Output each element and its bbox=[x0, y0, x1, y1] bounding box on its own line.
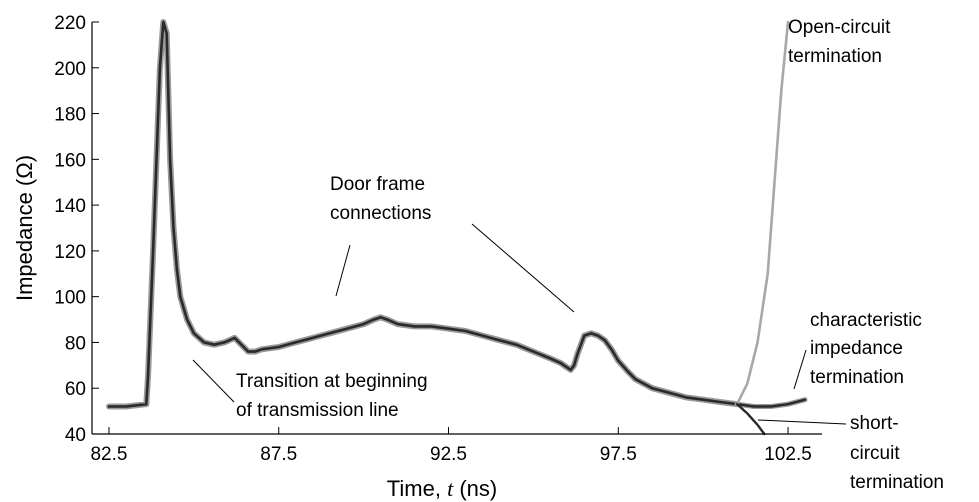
x-axis-label-var: t bbox=[447, 476, 454, 501]
series-measured bbox=[107, 20, 739, 408]
annotation-characteristic: characteristic impedance termination bbox=[793, 310, 922, 390]
annotation-short-circuit: short- circuit termination bbox=[757, 413, 944, 493]
ticks: 82.5 87.5 92.5 97.5 102.5 40 60 80 100 120 140 160 1… bbox=[54, 13, 812, 465]
series-characteristic bbox=[735, 398, 807, 408]
y-tick-label: 80 bbox=[65, 333, 86, 354]
annotation-transition-line2: of transmission line bbox=[236, 400, 399, 421]
annotation-transition-line1: Transition at beginning bbox=[236, 371, 428, 392]
annotation-door-frame-line2: connections bbox=[330, 203, 431, 224]
x-tick-label: 82.5 bbox=[90, 444, 127, 465]
annotation-short-circuit-line2: circuit bbox=[850, 443, 900, 464]
annotation-door-frame-line1: Door frame bbox=[330, 174, 425, 195]
y-axis-label: Impedance (Ω) bbox=[12, 155, 37, 301]
y-tick-label: 200 bbox=[54, 59, 86, 80]
series-open-circuit bbox=[735, 20, 790, 406]
y-tick-label: 180 bbox=[54, 105, 86, 126]
annotation-open-circuit-line1: Open-circuit bbox=[788, 17, 891, 38]
y-tick-label: 100 bbox=[54, 288, 86, 309]
annotation-characteristic-line1: characteristic bbox=[810, 310, 922, 331]
y-tick-label: 160 bbox=[54, 150, 86, 171]
transition-leader bbox=[192, 359, 235, 403]
annotation-door-frame: Door frame connections bbox=[330, 174, 575, 313]
y-tick-label: 120 bbox=[54, 242, 86, 263]
door-frame-leader-1 bbox=[335, 244, 351, 297]
x-tick-label: 102.5 bbox=[764, 444, 812, 465]
annotation-open-circuit-line2: termination bbox=[788, 46, 882, 67]
x-axis-label-unit: (ns) bbox=[453, 476, 497, 501]
characteristic-leader bbox=[793, 349, 807, 390]
annotation-open-circuit: Open-circuit termination bbox=[788, 17, 891, 67]
annotation-short-circuit-line3: termination bbox=[850, 472, 944, 493]
x-axis-label-text: Time, bbox=[387, 476, 447, 501]
x-tick-label: 97.5 bbox=[600, 444, 637, 465]
x-tick-label: 87.5 bbox=[260, 444, 297, 465]
series-short-circuit bbox=[735, 403, 766, 436]
short-circuit-leader bbox=[757, 419, 847, 425]
y-tick-label: 140 bbox=[54, 196, 86, 217]
y-tick-label: 60 bbox=[65, 379, 86, 400]
annotation-characteristic-line3: termination bbox=[810, 367, 904, 388]
x-tick-label: 92.5 bbox=[430, 444, 467, 465]
door-frame-leader-2 bbox=[471, 223, 575, 313]
x-axis-label: Time, t (ns) bbox=[387, 476, 497, 501]
y-tick-label: 40 bbox=[65, 425, 86, 446]
plot-lines bbox=[106, 19, 808, 436]
y-tick-label: 220 bbox=[54, 13, 86, 34]
annotation-transition: Transition at beginning of transmission … bbox=[192, 359, 428, 421]
annotation-characteristic-line2: impedance bbox=[810, 338, 903, 359]
annotation-short-circuit-line1: short- bbox=[850, 413, 899, 434]
